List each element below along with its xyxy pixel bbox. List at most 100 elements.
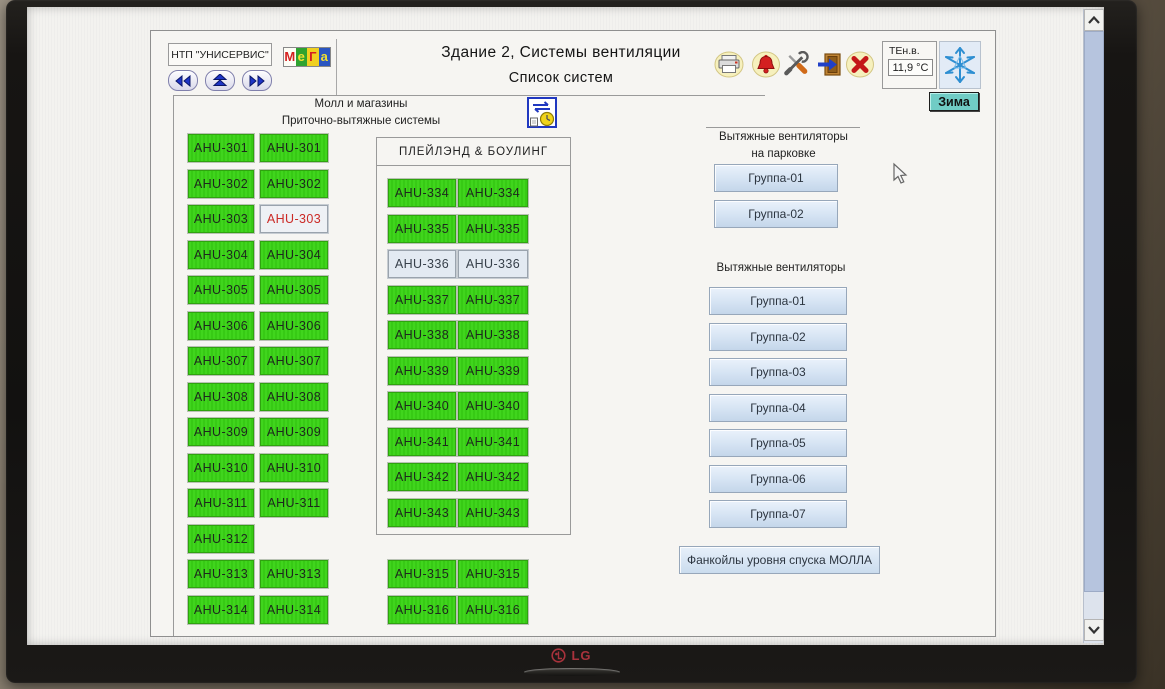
mall-subtitle: Приточно-вытяжные системы [281,115,441,127]
scroll-down-button[interactable] [1084,619,1104,641]
ahu-button[interactable]: AHU-304 [260,240,328,269]
group-button[interactable]: Группа-02 [714,200,838,228]
schedule-icon[interactable] [527,97,557,128]
tools-icon[interactable] [781,51,811,78]
screen: НТП "УНИСЕРВИС" [27,7,1104,645]
scrollbar-thumb[interactable] [1084,31,1104,592]
playland-group: ПЛЕЙЛЭНД & БОУЛИНГ AHU-334 AHU-334 AHU-335… [376,137,571,535]
group-button[interactable]: Группа-02 [709,322,847,351]
lg-logo-icon [551,648,567,663]
ahu-button[interactable]: AHU-340 [388,392,456,420]
monitor-bezel: НТП "УНИСЕРВИС" [6,0,1137,683]
ahu-button[interactable]: AHU-342 [388,463,456,491]
mega-logo-letter: М [284,48,296,66]
ahu-button[interactable]: AHU-335 [388,214,456,243]
ahu-button[interactable]: AHU-303 [260,205,328,233]
ahu-button[interactable]: AHU-301 [260,134,328,162]
parking-group-border [706,127,860,128]
ahu-button[interactable]: AHU-339 [458,356,528,385]
ahu-button[interactable]: AHU-306 [260,311,328,340]
ahu-button[interactable]: AHU-334 [458,179,528,207]
ahu-button[interactable]: AHU-309 [188,418,254,446]
ahu-button[interactable]: AHU-314 [188,595,254,624]
group-button[interactable]: Группа-01 [709,287,847,315]
ahu-button[interactable]: AHU-334 [388,179,456,207]
ahu-button[interactable]: AHU-307 [188,347,254,375]
mega-logo-letter: е [295,48,307,66]
chevron-up-icon [1088,16,1100,24]
close-icon[interactable] [845,51,875,78]
season-button[interactable]: Зима [929,92,979,111]
snowflake-icon [945,47,975,83]
ahu-button[interactable]: AHU-313 [260,560,328,588]
alarm-bell-icon[interactable] [751,51,781,78]
monitor-brand: LG [6,648,1137,663]
ahu-button[interactable]: AHU-336 [458,250,528,278]
ahu-button[interactable]: AHU-340 [458,392,528,420]
ahu-button[interactable]: AHU-343 [458,498,528,527]
group-button[interactable]: Группа-01 [714,164,838,192]
nav-up-button[interactable] [205,70,235,91]
playland-title: ПЛЕЙЛЭНД & БОУЛИНГ [377,138,570,166]
exit-door-icon[interactable] [817,51,843,78]
ahu-button[interactable]: AHU-315 [458,560,528,588]
ahu-button[interactable]: AHU-302 [188,169,254,198]
ahu-button[interactable]: AHU-343 [388,498,456,527]
group-button[interactable]: Группа-07 [709,500,847,528]
ahu-button[interactable]: AHU-311 [260,489,328,517]
ahu-button[interactable]: AHU-310 [188,453,254,482]
brand-text: LG [571,648,592,663]
scroll-up-button[interactable] [1084,9,1104,31]
app-window: НТП "УНИСЕРВИС" [150,30,996,637]
temp-value: 11,9 °C [888,59,933,76]
exhaust-title: Вытяжные вентиляторы [716,262,846,274]
ahu-button[interactable]: AHU-301 [188,134,254,162]
ahu-button[interactable]: AHU-303 [188,205,254,233]
bezel-power-button [523,668,620,676]
ahu-button[interactable]: AHU-307 [260,347,328,375]
ahu-button[interactable]: AHU-342 [458,463,528,491]
mall-title: Молл и магазины [314,98,408,110]
nav-buttons [168,70,272,91]
nav-forward-button[interactable] [242,70,272,91]
org-label: НТП "УНИСЕРВИС" [168,43,272,66]
ahu-button[interactable]: AHU-308 [188,382,254,411]
group-button[interactable]: Группа-03 [709,358,847,386]
chevron-down-icon [1088,626,1100,634]
ahu-button[interactable]: AHU-309 [260,418,328,446]
nav-back-button[interactable] [168,70,198,91]
group-button[interactable]: Группа-05 [709,429,847,457]
ahu-button[interactable]: AHU-316 [388,595,456,624]
group-button[interactable]: Группа-04 [709,393,847,422]
ahu-button[interactable]: AHU-305 [260,276,328,304]
group-button[interactable]: Группа-06 [709,464,847,493]
ahu-button[interactable]: AHU-336 [388,250,456,278]
printer-icon[interactable] [714,51,744,78]
ahu-button[interactable]: AHU-337 [388,285,456,314]
back-double-arrow-icon [175,74,191,87]
ahu-button[interactable]: AHU-308 [260,382,328,411]
ahu-button[interactable]: AHU-337 [458,285,528,314]
ahu-button[interactable]: AHU-305 [188,276,254,304]
ahu-button[interactable]: AHU-338 [388,321,456,349]
ahu-button[interactable]: AHU-312 [188,524,254,553]
page-title: Здание 2, Системы вентиляции [441,44,681,61]
ahu-button[interactable]: AHU-306 [188,311,254,340]
fancoil-button[interactable]: Фанкойлы уровня спуска МОЛЛА [679,546,880,574]
ahu-button[interactable]: AHU-311 [188,489,254,517]
ahu-button[interactable]: AHU-338 [458,321,528,349]
ahu-button[interactable]: AHU-302 [260,169,328,198]
ahu-button[interactable]: AHU-315 [388,560,456,588]
ahu-button[interactable]: AHU-341 [388,427,456,456]
ahu-button[interactable]: AHU-335 [458,214,528,243]
ahu-button[interactable]: AHU-304 [188,240,254,269]
ahu-button[interactable]: AHU-314 [260,595,328,624]
ahu-button[interactable]: AHU-339 [388,356,456,385]
ahu-button[interactable]: AHU-316 [458,595,528,624]
ahu-button[interactable]: AHU-313 [188,560,254,588]
ahu-button[interactable]: AHU-341 [458,427,528,456]
scrollbar[interactable] [1083,9,1104,643]
outdoor-temp-box: ТЕн.в. 11,9 °C [882,41,937,89]
ahu-button[interactable]: AHU-310 [260,453,328,482]
